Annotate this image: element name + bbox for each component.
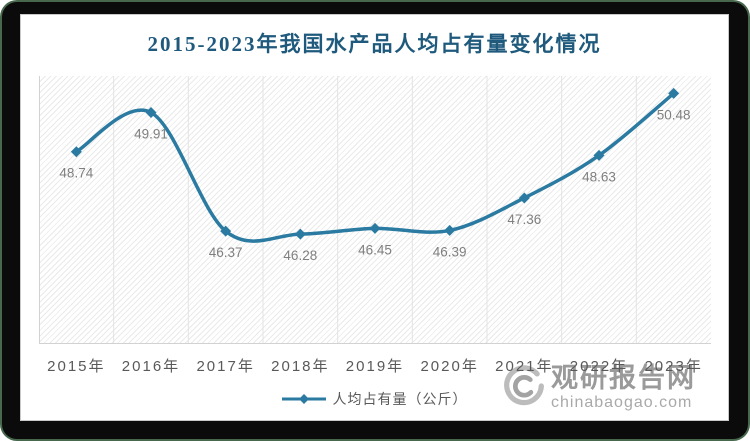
watermark-domain: chinabaogao.com — [551, 394, 693, 411]
data-point-marker — [444, 224, 456, 236]
x-axis-label: 2018年 — [271, 358, 330, 375]
data-label: 46.37 — [209, 245, 243, 260]
data-point-marker — [668, 87, 680, 99]
x-axis-label: 2016年 — [121, 358, 181, 375]
x-axis-label: 2023年 — [644, 358, 703, 375]
data-label: 48.63 — [582, 169, 616, 184]
data-point-marker — [369, 222, 381, 234]
plot-area: 48.74 49.91 46.37 46.28 46.45 46.39 47.36 48.63… — [39, 76, 711, 344]
data-label: 47.36 — [507, 212, 541, 227]
x-axis-label: 2020年 — [420, 358, 479, 375]
x-axis-label: 2017年 — [196, 358, 255, 375]
data-label: 49.91 — [134, 127, 168, 142]
data-point-marker — [593, 149, 605, 161]
data-point-marker — [220, 225, 232, 237]
data-label: 46.28 — [283, 248, 317, 263]
data-point-marker — [294, 228, 306, 240]
legend-label: 人均占有量（公斤） — [332, 391, 468, 407]
watermark-brand: 观研报告网 — [551, 363, 696, 393]
chart-panel: 2015-2023年我国水产品人均占有量变化情况 48.74 49.91 46.37… — [20, 14, 729, 421]
x-axis-label: 2022年 — [569, 358, 629, 375]
x-axis: 2015年 2016年 2017年 2018年 2019年 2020年 2021年 2022年… — [21, 355, 728, 375]
x-axis-label: 2019年 — [345, 358, 405, 375]
data-point-marker — [518, 192, 530, 204]
data-label: 50.48 — [657, 107, 691, 122]
legend-marker-icon — [281, 394, 326, 404]
data-label: 46.45 — [358, 242, 392, 257]
legend: 人均占有量（公斤） — [21, 390, 728, 408]
x-axis-label: 2021年 — [495, 358, 554, 375]
data-label: 46.39 — [433, 244, 467, 259]
watermark: 观研报告网 chinabaogao.com — [503, 365, 723, 425]
x-axis-label: 2015年 — [47, 358, 106, 375]
series-line — [74, 91, 676, 243]
line-chart-svg: 48.74 49.91 46.37 46.28 46.45 46.39 47.36 48.63… — [39, 76, 711, 344]
data-point-marker — [145, 107, 157, 119]
chart-title: 2015-2023年我国水产品人均占有量变化情况 — [147, 32, 602, 56]
data-label: 48.74 — [59, 166, 93, 181]
swirl-eye-logo-icon — [504, 365, 544, 406]
data-point-marker — [70, 146, 82, 158]
